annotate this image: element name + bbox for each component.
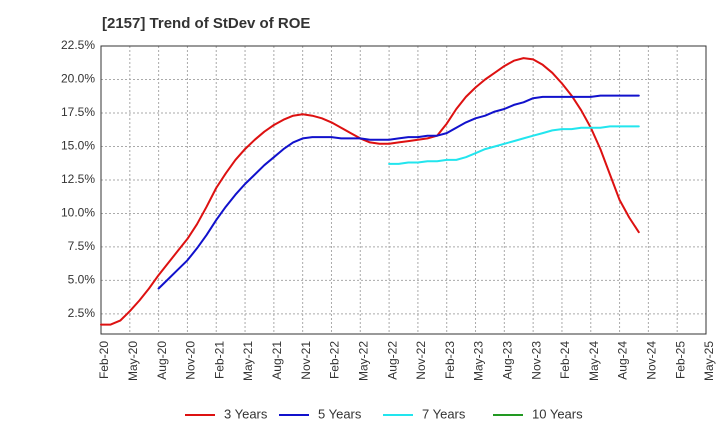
x-tick-label: Aug-22 [385,341,399,380]
legend-label: 3 Years [224,406,268,421]
legend-label: 5 Years [318,406,362,421]
y-tick-label: 2.5% [68,306,96,320]
x-tick-label: May-25 [702,341,716,381]
plot-border [100,45,707,335]
y-tick-label: 15.0% [61,139,95,153]
y-tick-label: 12.5% [61,172,95,186]
x-tick-label: Nov-20 [184,341,198,380]
x-tick-label: May-22 [356,341,370,381]
x-tick-label: Nov-21 [299,341,313,380]
x-tick-label: Feb-25 [673,341,687,379]
x-tick-label: Aug-24 [616,341,630,380]
x-tick-label: May-23 [472,341,486,381]
x-tick-label: Nov-24 [645,341,659,380]
x-tick-label: Feb-20 [97,341,111,379]
chart-title: [2157] Trend of StDev of ROE [102,15,311,32]
series-line-7-years [388,125,640,165]
x-tick-label: May-21 [241,341,255,381]
y-tick-label: 20.0% [61,72,95,86]
x-tick-label: Feb-21 [212,341,226,379]
y-tick-label: 5.0% [68,273,96,287]
y-tick-label: 7.5% [68,239,96,253]
x-tick-label: Feb-24 [558,341,572,379]
x-tick-label: May-24 [587,341,601,381]
x-tick-label: Aug-20 [155,341,169,380]
x-tick-label: Aug-23 [501,341,515,380]
x-tick-label: Nov-22 [414,341,428,380]
x-tick-label: May-20 [126,341,140,381]
x-tick-label: Feb-22 [328,341,342,379]
series-line-3-years [100,57,640,326]
legend-label: 10 Years [532,406,583,421]
series-line-5-years [157,94,640,290]
y-tick-label: 22.5% [61,38,95,52]
y-tick-label: 17.5% [61,105,95,119]
x-tick-label: Feb-23 [443,341,457,379]
plot-area [101,46,706,334]
x-tick-label: Nov-23 [529,341,543,380]
x-tick-label: Aug-21 [270,341,284,380]
legend-label: 7 Years [422,406,466,421]
y-tick-label: 10.0% [61,206,95,220]
